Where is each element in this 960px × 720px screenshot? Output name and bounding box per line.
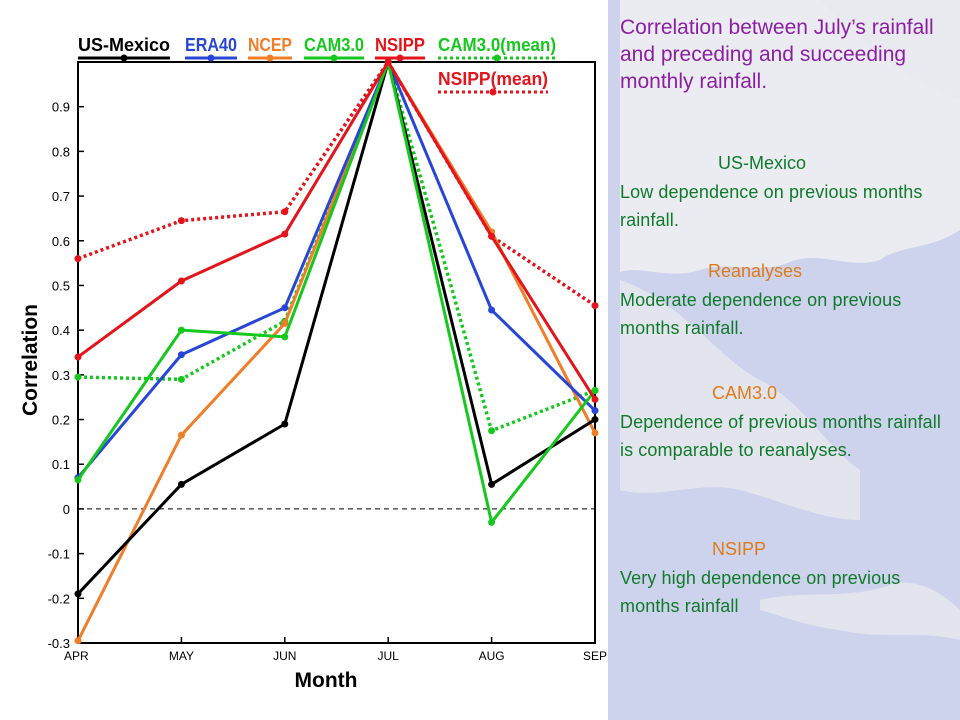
note-us-mexico: US-Mexico Low dependence on previous mon… xyxy=(620,152,950,234)
data-point xyxy=(177,351,185,359)
legend-item: NCEP xyxy=(248,35,292,62)
series-line xyxy=(77,60,597,401)
legend-label: NSIPP xyxy=(375,35,425,55)
legend-label: US-Mexico xyxy=(78,35,170,55)
legend-label: NCEP xyxy=(248,35,292,55)
data-point xyxy=(74,637,82,645)
y-tick-label: 0.2 xyxy=(52,413,70,428)
data-point xyxy=(591,386,599,394)
note-body: Low dependence on previous months rainfa… xyxy=(620,182,923,230)
data-point xyxy=(177,431,185,439)
x-tick-label: JUN xyxy=(273,649,296,663)
y-tick-label: 0.1 xyxy=(52,457,70,472)
legend-item: ERA40 xyxy=(185,35,237,62)
note-cam30: CAM3.0 Dependence of previous months rai… xyxy=(620,382,950,464)
note-heading: US-Mexico xyxy=(718,153,807,173)
y-tick-label: 0.6 xyxy=(52,234,70,249)
data-point xyxy=(177,480,185,488)
legend-marker xyxy=(396,54,404,62)
x-tick-label: MAY xyxy=(169,649,194,663)
data-point xyxy=(74,255,82,263)
data-point xyxy=(488,232,496,240)
legend-label: ERA40 xyxy=(185,35,237,55)
y-tick-label: 0.4 xyxy=(52,323,70,338)
plot-frame xyxy=(77,61,596,644)
data-point xyxy=(281,319,289,327)
data-point xyxy=(488,306,496,314)
data-point xyxy=(281,333,289,341)
y-tick-label: 0.8 xyxy=(52,144,70,159)
y-tick-label: 0.3 xyxy=(52,368,70,383)
legend-marker xyxy=(493,54,501,62)
series-line xyxy=(76,60,597,479)
data-point xyxy=(591,395,599,403)
x-tick-label: SEP xyxy=(583,649,607,663)
series-nsipp xyxy=(74,58,599,403)
legend-item: US-Mexico xyxy=(78,35,170,62)
legend-marker xyxy=(330,54,338,62)
data-point xyxy=(488,518,496,526)
series-line xyxy=(76,60,596,595)
legend-label: NSIPP(mean) xyxy=(438,69,548,89)
chart-legend: US-Mexico ERA40 NCEP CAM3.0 NSIPP CAM3.0(mean… xyxy=(78,35,556,96)
data-point xyxy=(74,373,82,381)
data-point xyxy=(591,429,599,437)
series-line xyxy=(77,60,596,308)
y-tick-label: 0.9 xyxy=(52,100,70,115)
note-body: Moderate dependence on previous months r… xyxy=(620,290,902,338)
series-line xyxy=(76,60,597,524)
data-point xyxy=(488,427,496,435)
series-cam3-0 xyxy=(74,58,599,526)
legend-item: CAM3.0 xyxy=(304,35,364,62)
x-axis-label: Month xyxy=(295,669,358,692)
data-point xyxy=(74,476,82,484)
data-point xyxy=(74,353,82,361)
note-body: Dependence of previous months rainfall i… xyxy=(620,412,941,460)
data-point xyxy=(177,277,185,285)
data-point xyxy=(591,302,599,310)
legend-item: CAM3.0(mean) xyxy=(438,35,556,62)
note-nsipp: NSIPP Very high dependence on previous m… xyxy=(620,538,950,620)
y-tick-label: -0.2 xyxy=(48,591,70,606)
note-heading: NSIPP xyxy=(712,539,767,559)
legend-marker xyxy=(120,54,128,62)
y-tick-label: 0.5 xyxy=(52,278,70,293)
series-era40 xyxy=(74,58,599,482)
correlation-line-chart: -0.3 -0.2 -0.1 0 0.1 0.2 0.3 0.4 0.5 0.6 0.7 0.8 0.9… xyxy=(19,35,607,692)
legend-item: NSIPP xyxy=(375,35,425,62)
slide-title: Correlation between July’s rainfall and … xyxy=(620,16,934,93)
y-tick-label: -0.1 xyxy=(48,547,70,562)
note-heading: CAM3.0 xyxy=(712,383,778,403)
data-point xyxy=(177,326,185,334)
x-tick-label: AUG xyxy=(479,649,505,663)
legend-marker xyxy=(489,88,497,96)
note-reanalyses: Reanalyses Moderate dependence on previo… xyxy=(620,260,950,342)
note-body: Very high dependence on previous months … xyxy=(620,568,901,616)
data-point xyxy=(281,230,289,238)
legend-label: CAM3.0(mean) xyxy=(438,35,556,55)
x-tick-label: APR xyxy=(64,649,89,663)
data-point xyxy=(281,304,289,312)
y-axis-label: Correlation xyxy=(19,304,42,416)
legend-marker xyxy=(207,54,215,62)
y-tick-label: 0 xyxy=(63,502,70,517)
legend-item: NSIPP(mean) xyxy=(438,69,548,96)
note-heading: Reanalyses xyxy=(708,261,803,281)
data-point xyxy=(177,375,185,383)
data-point xyxy=(488,480,496,488)
legend-label: CAM3.0 xyxy=(304,35,364,55)
data-point xyxy=(74,590,82,598)
data-point xyxy=(281,208,289,216)
y-tick-label: 0.7 xyxy=(52,189,70,204)
y-tick-label: -0.3 xyxy=(48,636,70,651)
data-point xyxy=(281,420,289,428)
series-lines xyxy=(74,58,599,645)
data-point xyxy=(177,217,185,225)
legend-marker xyxy=(266,54,274,62)
data-point xyxy=(384,58,392,66)
axes: -0.3 -0.2 -0.1 0 0.1 0.2 0.3 0.4 0.5 0.6 0.7 0.8 0.9… xyxy=(48,61,607,663)
x-tick-label: JUL xyxy=(378,649,400,663)
data-point xyxy=(591,407,599,415)
data-point xyxy=(591,416,599,424)
